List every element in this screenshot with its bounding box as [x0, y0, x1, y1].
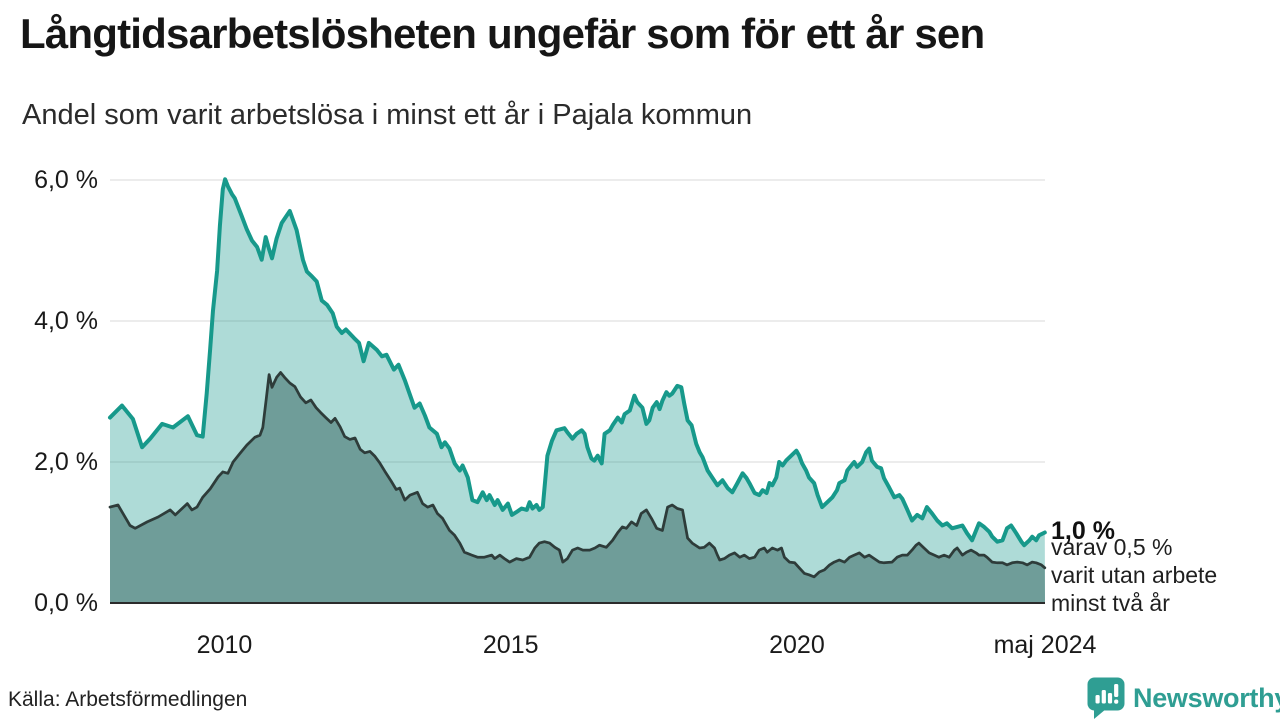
total-series-end-value-label: 1,0 %: [1051, 517, 1115, 545]
x-axis-tick-label: 2020: [769, 631, 825, 659]
chart-subtitle: Andel som varit arbetslösa i minst ett å…: [22, 99, 753, 131]
x-axis-tick-label: 2015: [482, 631, 539, 659]
y-axis-tick-label: 6,0 %: [34, 166, 98, 194]
x-axis-tick-label: maj 2024: [993, 631, 1097, 659]
y-axis-tick-label: 4,0 %: [34, 307, 98, 335]
secondary-series-annotation: varav 0,5 % varit utan arbete minst två …: [1051, 533, 1217, 617]
newsworthy-logo: Newsworthy: [1086, 676, 1280, 720]
newsworthy-brand-text: Newsworthy: [1133, 682, 1280, 713]
annotation-line: minst två år: [1051, 590, 1170, 616]
newsworthy-logo-icon: [1087, 677, 1125, 719]
y-axis-tick-label: 2,0 %: [34, 448, 98, 476]
chart-title: Långtidsarbetslösheten ungefär som för e…: [20, 10, 985, 57]
annotation-line: varit utan arbete: [1051, 562, 1218, 588]
x-axis-tick-label: 2010: [196, 631, 253, 659]
annotation-line: varav 0,5 %: [1051, 534, 1173, 560]
source-note: Källa: Arbetsförmedlingen: [8, 688, 248, 711]
y-axis-tick-label: 0,0 %: [34, 589, 98, 617]
